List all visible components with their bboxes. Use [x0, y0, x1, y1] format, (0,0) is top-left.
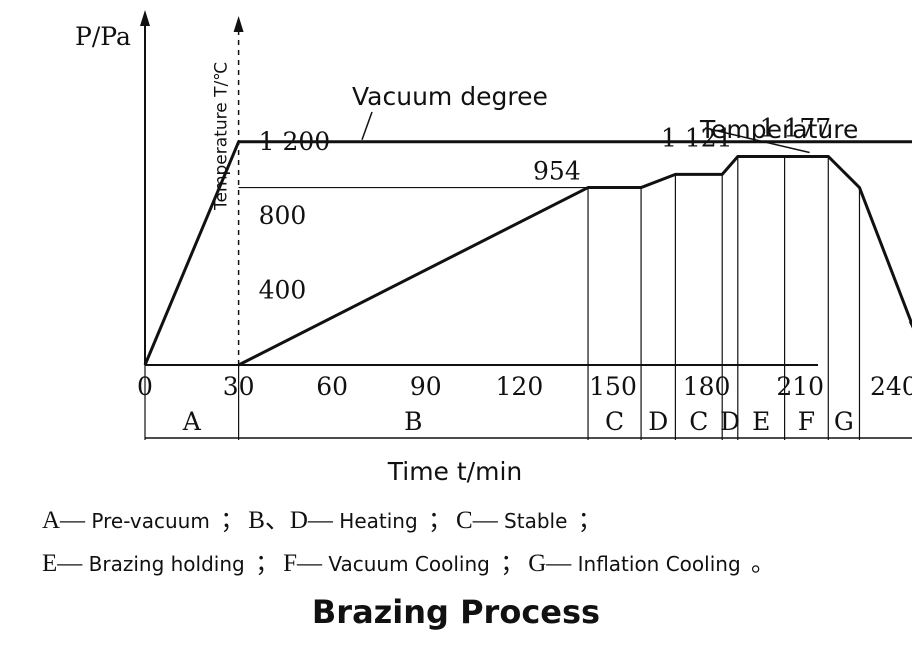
brazing-chart: 0 30 60 90 120 150 180 210 240 400 800 1 200 P/Pa Tem… [75, 10, 912, 486]
legend-key: B、D— [248, 507, 333, 534]
legend-end-mark: 。 [751, 551, 775, 577]
legend-key: A— [42, 507, 86, 534]
vacuum-leader-line [361, 111, 373, 141]
x-tick-label: 90 [410, 372, 442, 401]
legend-description: Stable [497, 509, 574, 533]
x-tick-label: 120 [496, 372, 544, 401]
temperature-arrow [908, 321, 912, 329]
y-tick-label: 800 [259, 201, 307, 230]
legend-row-1: A— Pre-vacuum ； B、D— Heating ； C— Stable ； [42, 500, 606, 536]
x-axis-label: Time t/min [387, 457, 523, 486]
x-tick-label: 60 [316, 372, 348, 401]
series-temperature [237, 154, 912, 367]
legend-key: E— [42, 550, 83, 577]
legend-row-2: E— Brazing holding ； F— Vacuum Cooling ； G… [42, 543, 779, 578]
legend-key: G— [528, 550, 572, 577]
chart-axes [140, 10, 818, 366]
stage-label: D [720, 407, 740, 436]
x-tick-label: 210 [776, 372, 824, 401]
x-tick-label: 240 [870, 372, 912, 401]
legend-description: Pre-vacuum [85, 509, 217, 533]
annotation-label: 1 177 [760, 113, 832, 142]
series-vacuum-degree [143, 140, 912, 366]
annotation-label: 954 [533, 157, 581, 186]
legend-separator: ； [428, 508, 453, 534]
y-tick-label: 1 200 [259, 127, 331, 156]
legend-separator: ； [577, 508, 602, 534]
series-layer [143, 111, 912, 440]
stage-label: C [605, 407, 624, 436]
x-tick-label: 30 [223, 372, 255, 401]
stage-label: F [798, 407, 815, 436]
left-y-axis-label: P/Pa [75, 22, 131, 51]
series-label-vacuum-degree: Vacuum degree [352, 82, 548, 111]
stage-label: D [648, 407, 668, 436]
legend-key: C— [456, 507, 498, 534]
legend-separator: ； [500, 551, 525, 577]
temperature-leader-line [704, 127, 810, 154]
stage-label: A [182, 407, 202, 436]
x-tick-label: 180 [683, 372, 731, 401]
x-tick-label: 0 [137, 372, 153, 401]
legend-key: F— [283, 550, 322, 577]
stage-label: G [834, 407, 854, 436]
legend-description: Heating [332, 509, 425, 533]
text-layer: 0 30 60 90 120 150 180 210 240 400 800 1 200 P/Pa Tem… [75, 22, 912, 486]
annotation-label: 1 121 [661, 123, 733, 152]
stage-label: E [752, 407, 770, 436]
chart-title: Brazing Process [311, 593, 601, 631]
stage-label: C [689, 407, 708, 436]
legend-description: Vacuum Cooling [321, 552, 497, 576]
x-tick-label: 150 [589, 372, 637, 401]
series-label-temperature: Temperature [699, 115, 858, 144]
legend-description: Inflation Cooling [571, 552, 747, 576]
right-y-axis-label: Temperature T/℃ [212, 62, 232, 211]
left-y-axis-arrow [140, 10, 150, 26]
right-y-axis-arrow [233, 16, 244, 32]
stage-label: B [404, 407, 422, 436]
legend-separator: ； [220, 508, 245, 534]
y-tick-label: 400 [259, 276, 307, 305]
legend-separator: ； [255, 551, 280, 577]
legend-description: Brazing holding [82, 552, 252, 576]
